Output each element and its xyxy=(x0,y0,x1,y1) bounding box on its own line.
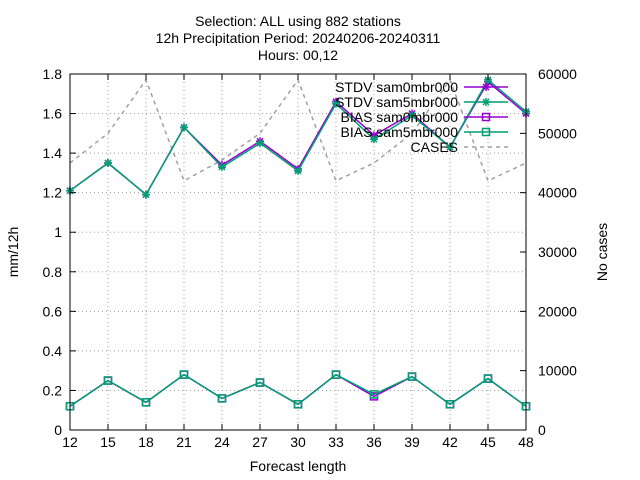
legend-label: STDV sam5mbr000 xyxy=(335,94,458,110)
chart-title-line-3: Hours: 00,12 xyxy=(258,47,338,63)
data-point xyxy=(408,111,416,120)
chart-title-line-1: Selection: ALL using 882 stations xyxy=(195,13,401,29)
data-point xyxy=(255,378,265,387)
legend-entry: BIAS sam0mbr000 xyxy=(341,109,508,125)
data-point xyxy=(142,190,150,199)
legend-label: BIAS sam0mbr000 xyxy=(341,109,459,125)
x-tick-label: 24 xyxy=(214,434,230,450)
x-tick-label: 45 xyxy=(480,434,496,450)
star-stroke xyxy=(294,167,302,175)
x-tick-label: 39 xyxy=(404,434,420,450)
y-tick-label: 0.4 xyxy=(43,343,63,359)
x-tick-label: 36 xyxy=(366,434,382,450)
data-point xyxy=(332,99,340,108)
series-4 xyxy=(65,370,531,411)
axis-ticks: 12 15 18 21 24 27 30 33 36 39 42 45 4800.20.40.60.81… xyxy=(43,66,578,450)
data-point xyxy=(103,376,113,385)
legend-entry: BIAS sam5mbr000 xyxy=(341,124,508,140)
y-tick-label: 1.8 xyxy=(43,66,63,82)
data-point xyxy=(369,390,379,399)
y-tick-label: 1.4 xyxy=(43,145,63,161)
series-line xyxy=(69,373,527,407)
data-point xyxy=(446,143,454,152)
x-axis-label: Forecast length xyxy=(250,458,347,474)
legend-marker xyxy=(481,112,491,122)
legend-label: STDV sam0mbr000 xyxy=(335,79,458,95)
y-axis-label: mm/12h xyxy=(5,227,21,278)
y2-tick-label: 0 xyxy=(538,422,546,438)
y2-axis-label: No cases xyxy=(594,223,610,281)
y-tick-label: 0 xyxy=(54,422,62,438)
star-stroke xyxy=(370,135,378,143)
star-stroke xyxy=(142,191,150,199)
x-tick-label: 33 xyxy=(328,434,344,450)
star-stroke xyxy=(332,100,340,108)
star-stroke xyxy=(482,98,490,106)
star-stroke xyxy=(446,143,454,151)
y-tick-label: 1 xyxy=(54,224,62,240)
x-tick-label: 48 xyxy=(518,434,534,450)
x-tick-label: 15 xyxy=(100,434,116,450)
data-point xyxy=(218,162,226,171)
x-tick-label: 27 xyxy=(252,434,268,450)
legend-entry: CASES xyxy=(411,139,508,155)
data-point xyxy=(483,374,493,383)
data-point xyxy=(407,372,417,381)
data-point xyxy=(179,370,189,379)
y2-tick-label: 20000 xyxy=(538,303,577,319)
chart-title-line-2: 12h Precipitation Period: 20240206-20240… xyxy=(156,30,441,46)
y-tick-label: 0.2 xyxy=(43,382,63,398)
legend-marker xyxy=(481,127,491,137)
star-stroke xyxy=(180,123,188,131)
y-tick-label: 1.6 xyxy=(43,106,63,122)
x-tick-label: 42 xyxy=(442,434,458,450)
data-point xyxy=(256,139,264,148)
x-tick-label: 18 xyxy=(138,434,154,450)
star-stroke xyxy=(256,139,264,147)
data-point xyxy=(294,166,302,175)
y2-tick-label: 10000 xyxy=(538,363,577,379)
legend-marker xyxy=(482,98,490,106)
legend-entry: STDV sam5mbr000 xyxy=(335,94,508,110)
x-tick-label: 30 xyxy=(290,434,306,450)
data-point xyxy=(445,400,455,409)
y2-tick-label: 50000 xyxy=(538,125,577,141)
y-tick-label: 0.6 xyxy=(43,303,63,319)
data-point xyxy=(141,398,151,407)
y2-tick-label: 60000 xyxy=(538,66,577,82)
legend-label: BIAS sam5mbr000 xyxy=(341,124,459,140)
data-point xyxy=(293,400,303,409)
y-tick-label: 1.2 xyxy=(43,185,63,201)
star-stroke xyxy=(482,83,490,91)
data-point xyxy=(370,135,378,144)
star-stroke xyxy=(408,112,416,120)
y2-tick-label: 40000 xyxy=(538,185,577,201)
star-stroke xyxy=(104,159,112,167)
y2-tick-label: 30000 xyxy=(538,244,577,260)
legend-entry: STDV sam0mbr000 xyxy=(335,79,508,95)
star-stroke xyxy=(218,163,226,171)
data-point xyxy=(104,159,112,167)
legend-label: CASES xyxy=(411,139,458,155)
data-point xyxy=(217,394,227,403)
data-point xyxy=(331,370,341,379)
y-tick-label: 0.8 xyxy=(43,264,63,280)
x-tick-label: 21 xyxy=(176,434,192,450)
x-tick-label: 12 xyxy=(62,434,78,450)
legend-marker xyxy=(482,83,490,91)
data-point xyxy=(180,123,188,132)
